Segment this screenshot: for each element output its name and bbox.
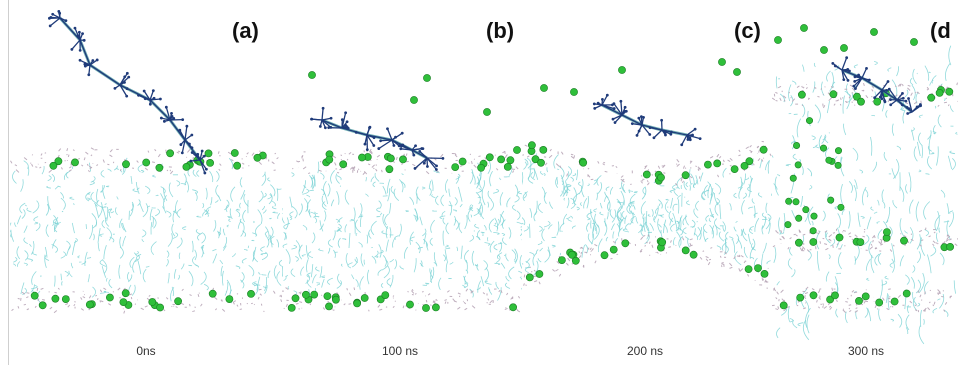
panel-b-100ns: (b) [282,0,522,365]
membrane-snapshot-d [772,24,958,345]
time-label-d: 300 ns [847,344,885,358]
panel-c-200ns: (c) [522,0,772,365]
panel-d-300ns: (d [772,0,958,365]
panel-letter-b: (b) [486,18,515,43]
panel-letter-d: (d [930,18,951,43]
membrane-snapshot-b [282,71,522,313]
figure-left-border [8,0,9,365]
time-label-b: 100 ns [381,344,419,358]
time-label-a: 0ns [136,344,156,358]
membrane-snapshot-c [522,58,772,289]
panel-letter-c: (c) [734,18,761,43]
panel-a-0ns: (a) [10,0,282,365]
panel-letter-a: (a) [232,18,259,43]
membrane-snapshot-a [10,9,282,314]
time-label-c: 200 ns [626,344,664,358]
